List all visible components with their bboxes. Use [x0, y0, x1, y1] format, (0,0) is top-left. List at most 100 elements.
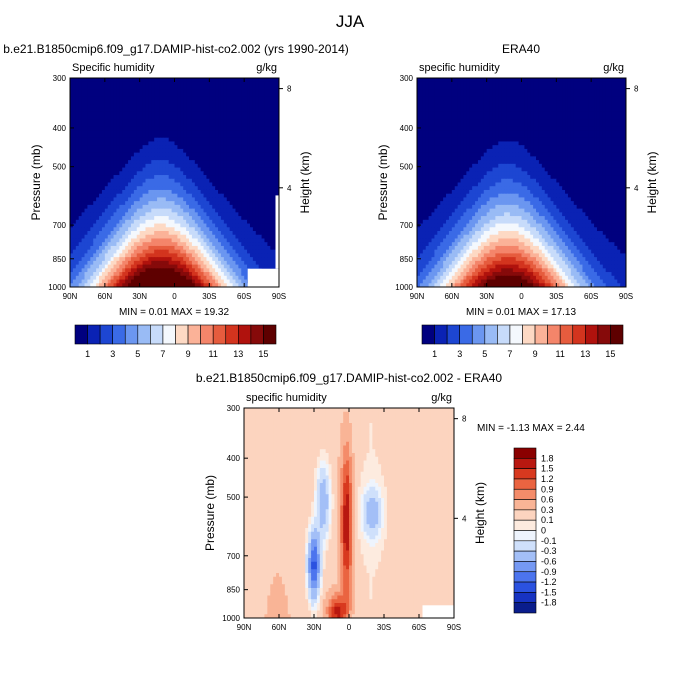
field-cell: [104, 111, 109, 116]
field-cell: [197, 197, 202, 202]
field-cell: [148, 231, 152, 236]
field-cell: [157, 119, 161, 124]
field-cell: [255, 186, 260, 191]
field-cell: [93, 156, 97, 161]
field-cell: [596, 104, 601, 109]
field-cell: [75, 279, 80, 284]
field-cell: [252, 119, 257, 124]
field-cell: [229, 204, 234, 210]
field-cell: [125, 264, 129, 269]
field-cell: [599, 119, 604, 124]
field-cell: [261, 212, 265, 217]
field-cell: [194, 245, 199, 251]
field-cell: [148, 122, 152, 128]
field-cell: [229, 245, 234, 251]
field-cell: [130, 81, 135, 86]
field-cell: [229, 78, 234, 83]
field-cell: [261, 197, 265, 202]
field-cell: [229, 208, 234, 213]
field-cell: [101, 122, 106, 128]
field-cell: [209, 141, 213, 146]
field-cell: [261, 92, 265, 98]
field-cell: [93, 260, 97, 266]
field-cell: [623, 81, 627, 86]
field-cell: [197, 152, 202, 157]
field-cell: [110, 212, 115, 217]
field-cell: [110, 96, 115, 101]
field-cell: [576, 115, 581, 120]
field-cell: [183, 182, 187, 187]
colorbar: 1 3 5 7 9 11 13 15: [74, 324, 277, 359]
field-cell: [107, 216, 112, 221]
field-cell: [122, 186, 126, 191]
field-cell: [215, 268, 219, 273]
field-cell: [139, 279, 144, 284]
field-cell: [81, 115, 86, 120]
field-cell: [264, 78, 268, 83]
field-cell: [215, 275, 219, 281]
field-cell: [142, 279, 146, 284]
field-cell: [249, 122, 254, 128]
field-cell: [93, 275, 97, 281]
field-cell: [247, 152, 251, 157]
field-cell: [116, 242, 120, 247]
field-cell: [96, 126, 100, 131]
field-cell: [186, 201, 190, 206]
field-cell: [194, 242, 199, 247]
field-cell: [151, 186, 155, 191]
field-cell: [183, 78, 187, 83]
field-cell: [119, 257, 123, 262]
field-cell: [174, 100, 178, 105]
field-cell: [608, 119, 612, 124]
field-cell: [255, 257, 260, 262]
field-cell: [189, 231, 193, 236]
field-cell: [84, 245, 88, 251]
field-cell: [75, 275, 80, 281]
field-cell: [171, 111, 175, 116]
field-cell: [614, 107, 618, 113]
field-cell: [174, 122, 178, 128]
field-cell: [599, 111, 604, 116]
field-cell: [576, 89, 581, 94]
field-cell: [139, 182, 144, 187]
field-cell: [489, 89, 493, 94]
field-cell: [255, 92, 260, 98]
field-cell: [142, 126, 146, 131]
field-cell: [448, 78, 453, 83]
field-cell: [104, 186, 109, 191]
field-cell: [206, 212, 210, 217]
field-cell: [241, 216, 245, 221]
field-cell: [232, 260, 236, 266]
field-cell: [78, 197, 83, 202]
field-cell: [128, 85, 132, 90]
field-cell: [70, 152, 74, 157]
field-cell: [142, 227, 146, 232]
field-cell: [267, 104, 271, 109]
field-cell: [159, 219, 164, 225]
field-cell: [232, 167, 236, 172]
field-cell: [276, 115, 280, 120]
field-cell: [220, 257, 225, 262]
field-cell: [119, 182, 123, 187]
field-cell: [119, 141, 123, 146]
field-cell: [509, 111, 514, 116]
field-cell: [247, 223, 251, 228]
field-cell: [544, 81, 549, 86]
field-cell: [223, 242, 228, 247]
field-cell: [200, 107, 205, 113]
field-cell: [122, 208, 126, 213]
field-cell: [255, 219, 260, 225]
field-cell: [431, 119, 435, 124]
field-cell: [133, 152, 138, 157]
field-cell: [200, 234, 205, 239]
field-cell: [75, 126, 80, 131]
field-cell: [191, 152, 196, 157]
field-cell: [139, 268, 144, 273]
field-cell: [151, 197, 155, 202]
colorbar-label: 9: [186, 349, 191, 359]
field-cell: [136, 212, 141, 217]
field-cell: [203, 137, 207, 142]
field-cell: [448, 92, 453, 98]
field-cell: [159, 156, 164, 161]
field-cell: [133, 85, 138, 90]
